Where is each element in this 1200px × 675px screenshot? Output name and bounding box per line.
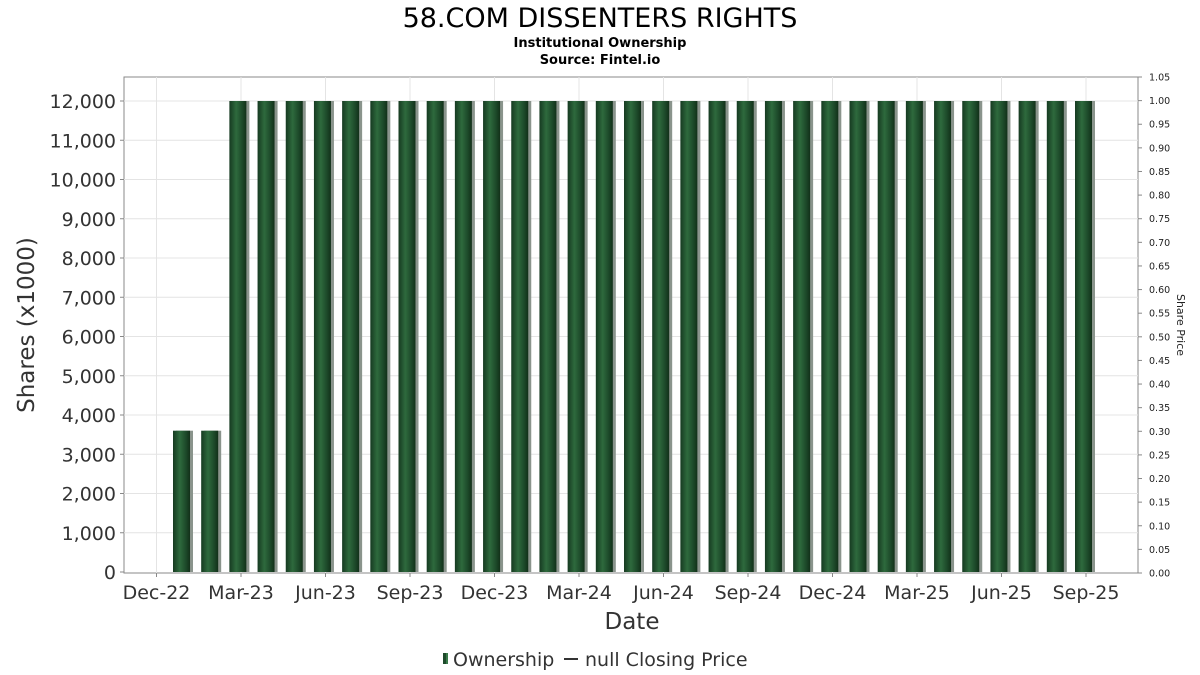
- bar: [313, 101, 331, 572]
- bar: [426, 101, 444, 572]
- x-tick-label: Jun-23: [294, 582, 356, 604]
- y-tick-label: 10,000: [50, 170, 116, 192]
- bar: [680, 101, 698, 572]
- chart-subtitle: Institutional Ownership: [514, 36, 687, 51]
- bar: [736, 101, 754, 572]
- bar: [257, 101, 275, 572]
- bar: [201, 430, 219, 572]
- x-tick-label: Jun-24: [632, 582, 694, 604]
- bar: [1018, 101, 1036, 572]
- y2-tick-label: 0.80: [1149, 191, 1170, 202]
- x-tick-label: Sep-25: [1053, 582, 1120, 604]
- bar: [370, 101, 388, 572]
- y2-tick-label: 0.55: [1149, 309, 1170, 320]
- bar: [990, 101, 1008, 572]
- y2-tick-label: 0.50: [1149, 332, 1170, 343]
- bar: [708, 101, 726, 572]
- y-tick-label: 4,000: [62, 405, 116, 427]
- x-tick-label: Sep-24: [715, 582, 782, 604]
- bar: [454, 101, 472, 572]
- bar: [934, 101, 952, 572]
- y2-tick-label: 0.35: [1149, 403, 1170, 414]
- legend-ownership-label: Ownership: [453, 649, 554, 671]
- bar: [821, 101, 839, 572]
- bar: [567, 101, 585, 572]
- y2-tick-label: 0.10: [1149, 521, 1170, 532]
- y2-tick-label: 1.00: [1149, 96, 1170, 107]
- x-tick-label: Dec-24: [799, 582, 867, 604]
- y2-tick-label: 0.60: [1149, 285, 1170, 296]
- y2-tick-label: 0.25: [1149, 450, 1170, 461]
- y2-tick-label: 0.90: [1149, 143, 1170, 154]
- y-tick-label: 12,000: [50, 91, 116, 113]
- y2-tick-label: 0.45: [1149, 356, 1170, 367]
- bar: [905, 101, 923, 572]
- x-tick-label: Dec-22: [123, 582, 191, 604]
- y2-tick-label: 0.00: [1149, 569, 1170, 580]
- y2-tick-label: 0.05: [1149, 545, 1170, 556]
- y-tick-label: 7,000: [62, 287, 116, 309]
- y-tick-label: 2,000: [62, 484, 116, 506]
- bar: [849, 101, 867, 572]
- bar: [483, 101, 501, 572]
- chart-source: Source: Fintel.io: [540, 53, 661, 68]
- x-axis-label: Date: [605, 609, 660, 635]
- y-tick-label: 11,000: [50, 130, 116, 152]
- y-axis-label: Shares (x1000): [14, 237, 40, 413]
- bar: [342, 101, 360, 572]
- y2-tick-label: 1.05: [1149, 73, 1170, 84]
- x-tick-label: Mar-25: [884, 582, 950, 604]
- bar: [398, 101, 416, 572]
- bar: [539, 101, 557, 572]
- y-axis-ticks: 0 1,000 2,000 3,000 4,000 5,000 6,000 7,000 8,00…: [50, 91, 124, 584]
- bar: [595, 101, 613, 572]
- bar: [229, 101, 247, 572]
- y2-axis-label: Share Price: [1174, 294, 1187, 356]
- y2-tick-label: 0.70: [1149, 238, 1170, 249]
- y-tick-label: 9,000: [62, 209, 116, 231]
- bar: [173, 430, 190, 572]
- legend-ownership-swatch: [443, 653, 447, 664]
- bar: [285, 101, 303, 572]
- bar: [652, 101, 670, 572]
- y2-tick-label: 0.65: [1149, 261, 1170, 272]
- x-tick-label: Dec-23: [461, 582, 529, 604]
- y2-axis-ticks: 0.00 0.05 0.10 0.15 0.20 0.25 0.30 0.35 0.40 0.45…: [1138, 73, 1170, 580]
- bar: [1046, 101, 1064, 572]
- legend: Ownership null Closing Price: [443, 649, 748, 671]
- y2-tick-label: 0.95: [1149, 120, 1170, 131]
- y2-tick-label: 0.20: [1149, 474, 1170, 485]
- x-tick-label: Jun-25: [970, 582, 1032, 604]
- y-tick-label: 0: [104, 562, 116, 584]
- y2-tick-label: 0.40: [1149, 380, 1170, 391]
- bar: [511, 101, 529, 572]
- y2-tick-label: 0.30: [1149, 427, 1170, 438]
- y2-tick-label: 0.75: [1149, 214, 1170, 225]
- y-tick-label: 1,000: [62, 523, 116, 545]
- y-tick-label: 8,000: [62, 248, 116, 270]
- x-axis-ticks: Dec-22 Mar-23 Jun-23 Sep-23 Dec-23 Mar-24 Jun-…: [123, 573, 1120, 604]
- legend-price-label: null Closing Price: [585, 649, 748, 671]
- bar: [1075, 101, 1092, 572]
- y2-tick-label: 0.85: [1149, 167, 1170, 178]
- x-tick-label: Mar-24: [546, 582, 612, 604]
- y-tick-label: 3,000: [62, 444, 116, 466]
- x-tick-label: Sep-23: [377, 582, 444, 604]
- y-tick-label: 5,000: [62, 366, 116, 388]
- bars: [173, 101, 1092, 572]
- x-tick-label: Mar-23: [208, 582, 274, 604]
- legend-ownership-swatch-highlight: [446, 653, 448, 664]
- y-tick-label: 6,000: [62, 327, 116, 349]
- y2-tick-label: 0.15: [1149, 498, 1170, 509]
- bar: [962, 101, 980, 572]
- chart-title: 58.COM DISSENTERS RIGHTS: [403, 3, 798, 34]
- bar: [764, 101, 782, 572]
- bar: [793, 101, 811, 572]
- bar: [877, 101, 895, 572]
- bar: [624, 101, 641, 572]
